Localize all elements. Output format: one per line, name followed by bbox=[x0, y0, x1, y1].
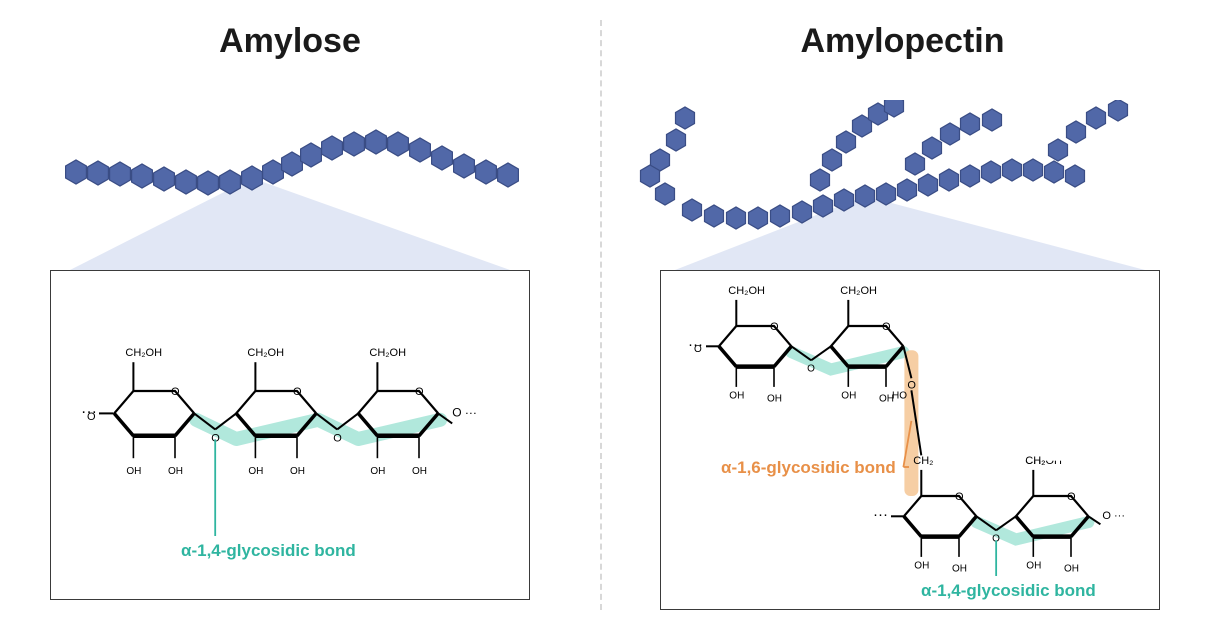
svg-text:CH₂OH: CH₂OH bbox=[728, 285, 765, 297]
svg-text:O: O bbox=[415, 386, 424, 398]
svg-text:O: O bbox=[807, 363, 815, 374]
svg-text:O: O bbox=[87, 411, 96, 423]
svg-text:···: ··· bbox=[873, 506, 888, 523]
amylose-zoom-box: OCH₂OHOHOHOCH₂OHOHOOHOCH₂OHOHOOH···O ···… bbox=[50, 270, 530, 600]
bond-16-label: α-1,6-glycosidic bond bbox=[721, 458, 896, 478]
svg-text:HO: HO bbox=[892, 391, 907, 402]
svg-text:O: O bbox=[694, 344, 702, 355]
svg-text:CH₂: CH₂ bbox=[1025, 455, 1045, 467]
divider bbox=[600, 20, 602, 610]
svg-text:O ···: O ··· bbox=[452, 406, 477, 420]
svg-text:O: O bbox=[1067, 491, 1076, 503]
svg-text:OH: OH bbox=[412, 466, 427, 477]
svg-text:OH: OH bbox=[767, 393, 782, 404]
amylopectin-panel: Amylopectin OCH₂OHOHOHOCH₂OHOHOOH···OOOH… bbox=[620, 0, 1185, 631]
svg-text:OH: OH bbox=[248, 466, 263, 477]
svg-text:O ···: O ··· bbox=[1102, 510, 1125, 522]
svg-text:O: O bbox=[907, 379, 916, 391]
svg-text:OH: OH bbox=[952, 563, 967, 574]
bond-14-label: α-1,4-glycosidic bond bbox=[181, 541, 356, 561]
svg-text:O: O bbox=[882, 321, 891, 333]
svg-text:CH₂OH: CH₂OH bbox=[125, 347, 162, 359]
svg-text:OH: OH bbox=[126, 466, 141, 477]
svg-text:CH₂OH: CH₂OH bbox=[840, 285, 877, 297]
svg-text:OH: OH bbox=[290, 466, 305, 477]
amylopectin-chain bbox=[620, 100, 1185, 260]
svg-text:O: O bbox=[770, 321, 779, 333]
svg-text:OH: OH bbox=[841, 391, 856, 402]
svg-text:O: O bbox=[333, 432, 342, 444]
bond-14-label: α-1,4-glycosidic bond bbox=[921, 581, 1096, 601]
svg-text:O: O bbox=[955, 491, 964, 503]
svg-text:CH₂: CH₂ bbox=[913, 455, 933, 467]
svg-text:OH: OH bbox=[1026, 561, 1041, 572]
svg-text:CH₂OH: CH₂OH bbox=[369, 347, 406, 359]
svg-text:OH: OH bbox=[729, 391, 744, 402]
svg-text:OH: OH bbox=[914, 561, 929, 572]
amylose-title: Amylose bbox=[0, 22, 580, 61]
amylopectin-title: Amylopectin bbox=[620, 22, 1185, 61]
amylose-panel: Amylose O CH₂OH OH OH O CH₂OH OH O OH O CH₂OH OH O OH… bbox=[0, 0, 580, 631]
svg-text:OH: OH bbox=[370, 466, 385, 477]
svg-text:CH₂OH: CH₂OH bbox=[247, 347, 284, 359]
svg-text:OH: OH bbox=[168, 466, 183, 477]
svg-text:O: O bbox=[293, 386, 302, 398]
amylose-chain bbox=[0, 100, 580, 260]
svg-text:O: O bbox=[171, 386, 180, 398]
amylopectin-chemistry-svg: OCH₂OHOHOHOCH₂OHOHOOH···OOOHCH₂OHOCH₂OHO… bbox=[661, 271, 1161, 611]
svg-text:OH: OH bbox=[1064, 563, 1079, 574]
amylopectin-zoom-box: OCH₂OHOHOHOCH₂OHOHOOH···OOOHCH₂OHOCH₂OHO… bbox=[660, 270, 1160, 610]
